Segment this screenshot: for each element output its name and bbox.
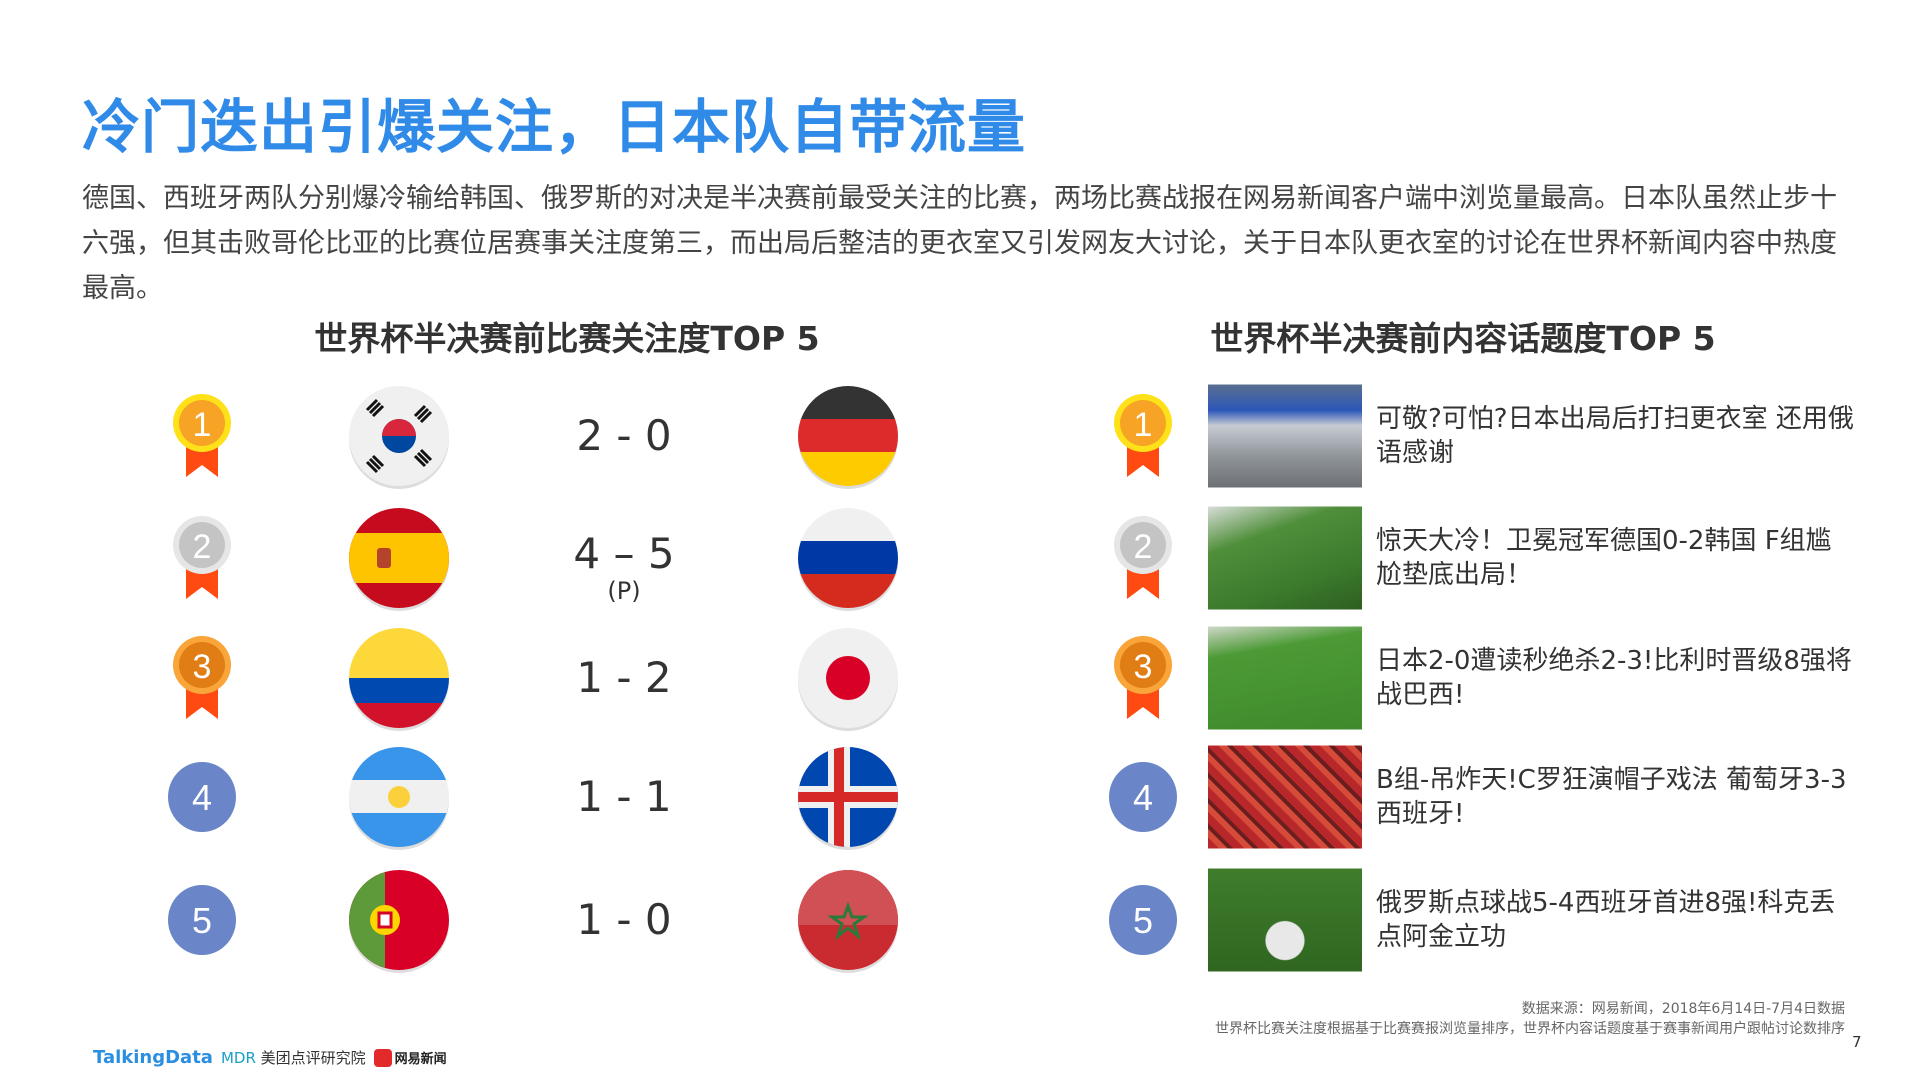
penalty-note: (P) (607, 577, 641, 605)
svg-text:5: 5 (1133, 900, 1153, 941)
mdr-logo: MDR 美团点评研究院 (220, 1049, 366, 1067)
match-score: 2 - 0 (576, 411, 672, 460)
svg-text:5: 5 (192, 900, 212, 941)
news-headline[interactable]: B组-吊炸天!C罗狂演帽子戏法 葡萄牙3-3西班牙! (1376, 765, 1847, 829)
news-headline[interactable]: 惊天大冷！卫冕冠军德国0-2韩国 F组尴尬垫底出局！ (1376, 526, 1832, 590)
flag-argentina-icon (345, 743, 453, 851)
svg-text:1: 1 (1134, 406, 1153, 444)
rank-medal-icon: 3 (167, 633, 237, 723)
flag-morocco-icon (794, 866, 902, 974)
match-score: 1 - 2 (576, 653, 672, 702)
svg-text:3: 3 (1134, 648, 1153, 686)
rank-medal-icon: 4 (1108, 752, 1178, 842)
news-headline[interactable]: 日本2-0遭读秒绝杀2-3!比利时晋级8强将战巴西! (1376, 646, 1852, 710)
match-score: 1 - 0 (576, 895, 672, 944)
flag-colombia-icon (345, 624, 453, 732)
flag-portugal-icon (345, 866, 453, 974)
rank-medal-icon: 2 (167, 513, 237, 603)
data-source: 数据来源：网易新闻，2018年6月14日-7月4日数据 (1521, 1001, 1845, 1017)
flag-iceland-icon (794, 743, 902, 851)
svg-text:3: 3 (193, 648, 212, 686)
left-heading: 世界杯半决赛前比赛关注度TOP 5 (314, 319, 820, 358)
method-note: 世界杯比赛关注度根据基于比赛赛报浏览量排序，世界杯内容话题度基于赛事新闻用户跟帖… (1215, 1021, 1845, 1037)
page-number: 7 (1852, 1033, 1862, 1051)
match-photo[interactable] (1208, 626, 1362, 730)
svg-text:1: 1 (193, 406, 212, 444)
news-headline[interactable]: 俄罗斯点球战5-4西班牙首进8强!科克丢点阿金立功 (1376, 888, 1836, 952)
rank-medal-icon: 1 (1108, 391, 1178, 481)
locker-room-photo[interactable] (1208, 384, 1362, 488)
talkingdata-logo: TalkingData (93, 1047, 213, 1068)
rank-medal-icon: 2 (1108, 513, 1178, 603)
flag-spain-icon (345, 504, 453, 612)
rank-medal-icon: 3 (1108, 633, 1178, 723)
rank-medal-icon: 5 (1108, 875, 1178, 965)
svg-text:4: 4 (192, 777, 212, 818)
news-headline[interactable]: 可敬?可怕?日本出局后打扫更衣室 还用俄语感谢 (1376, 404, 1854, 468)
match-score: 1 - 1 (576, 772, 672, 821)
flag-korea-icon (345, 382, 453, 490)
page-title: 冷门迭出引爆关注，日本队自带流量 (82, 93, 1027, 161)
rank-medal-icon: 1 (167, 391, 237, 481)
fans-photo[interactable] (1208, 745, 1362, 849)
celebration-photo[interactable] (1208, 868, 1362, 972)
goal-photo[interactable] (1208, 506, 1362, 610)
svg-text:4: 4 (1133, 777, 1153, 818)
logo-bar: TalkingData MDR 美团点评研究院 网易新闻 (93, 1047, 447, 1068)
netease-icon (373, 1048, 392, 1067)
match-score: 4 – 5 (P) (573, 529, 675, 606)
rank-medal-icon: 5 (167, 875, 237, 965)
svg-text:2: 2 (193, 528, 212, 566)
description: 德国、西班牙两队分别爆冷输给韩国、俄罗斯的对决是半决赛前最受关注的比赛，两场比赛… (82, 183, 1837, 304)
flag-germany-icon (794, 382, 902, 490)
svg-text:2: 2 (1134, 528, 1153, 566)
netease-logo: 网易新闻 (373, 1048, 447, 1067)
flag-russia-icon (794, 504, 902, 612)
rank-medal-icon: 4 (167, 752, 237, 842)
flag-japan-icon (794, 624, 902, 732)
right-heading: 世界杯半决赛前内容话题度TOP 5 (1210, 319, 1716, 358)
